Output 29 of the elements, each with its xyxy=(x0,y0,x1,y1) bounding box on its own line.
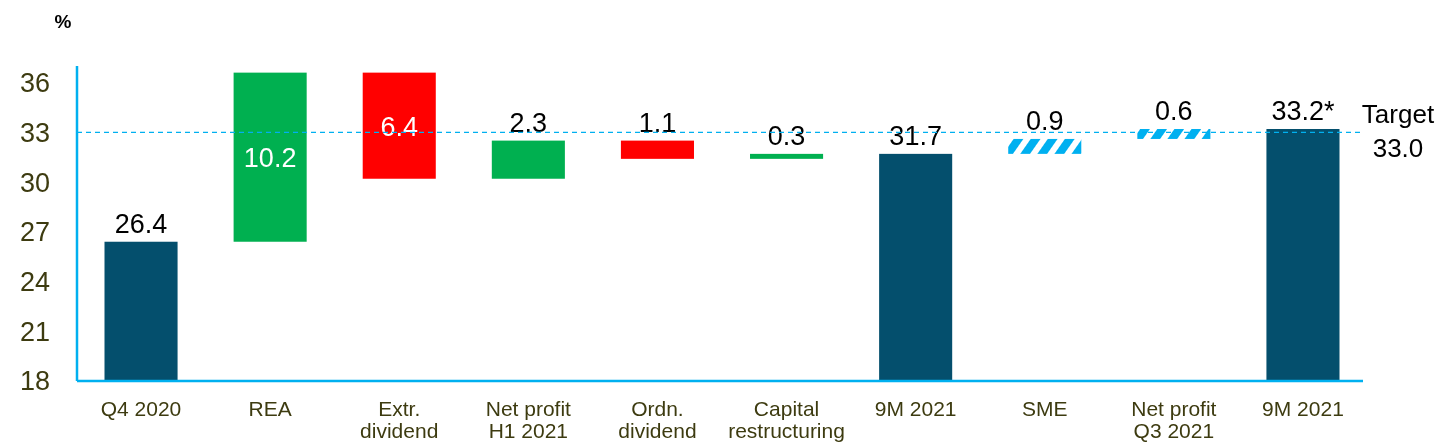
data-label: 2.3 xyxy=(509,107,548,138)
y-tick-label: 30 xyxy=(19,167,50,198)
y-tick-label: 36 xyxy=(19,68,50,99)
y-tick-label: 27 xyxy=(19,217,50,248)
x-tick-label: 9M 2021 xyxy=(1262,397,1344,420)
ref-line-label: Target 33.0 xyxy=(1361,99,1435,164)
y-tick-label: 18 xyxy=(19,366,50,397)
x-tick-label: Ordn. dividend xyxy=(618,397,697,442)
x-tick-label: SME xyxy=(1022,397,1068,420)
data-label: 0.3 xyxy=(767,120,806,151)
y-axis-title: % xyxy=(54,11,72,32)
data-label: 10.2 xyxy=(243,143,297,174)
data-label: 33.2* xyxy=(1271,96,1335,126)
data-label: 6.4 xyxy=(380,111,419,142)
y-tick-label: 21 xyxy=(19,316,50,347)
x-tick-label: Q4 2020 xyxy=(100,397,182,420)
x-tick-label: Capital restructuring xyxy=(728,397,845,442)
data-label: 26.4 xyxy=(114,208,168,239)
x-tick-label: Net profit Q3 2021 xyxy=(1131,397,1217,442)
x-tick-label: Net profit H1 2021 xyxy=(485,397,572,442)
y-tick-label: 24 xyxy=(19,266,50,297)
x-tick-label: 9M 2021 xyxy=(874,397,957,420)
y-tick-label: 33 xyxy=(19,117,50,148)
data-label: 0.9 xyxy=(1025,105,1064,136)
x-tick-label: Extr. dividend xyxy=(360,397,439,442)
data-label: 31.7 xyxy=(889,120,942,151)
data-label: 1.1 xyxy=(638,107,677,138)
x-tick-label: REA xyxy=(248,397,292,420)
data-label: 0.6 xyxy=(1155,96,1193,126)
